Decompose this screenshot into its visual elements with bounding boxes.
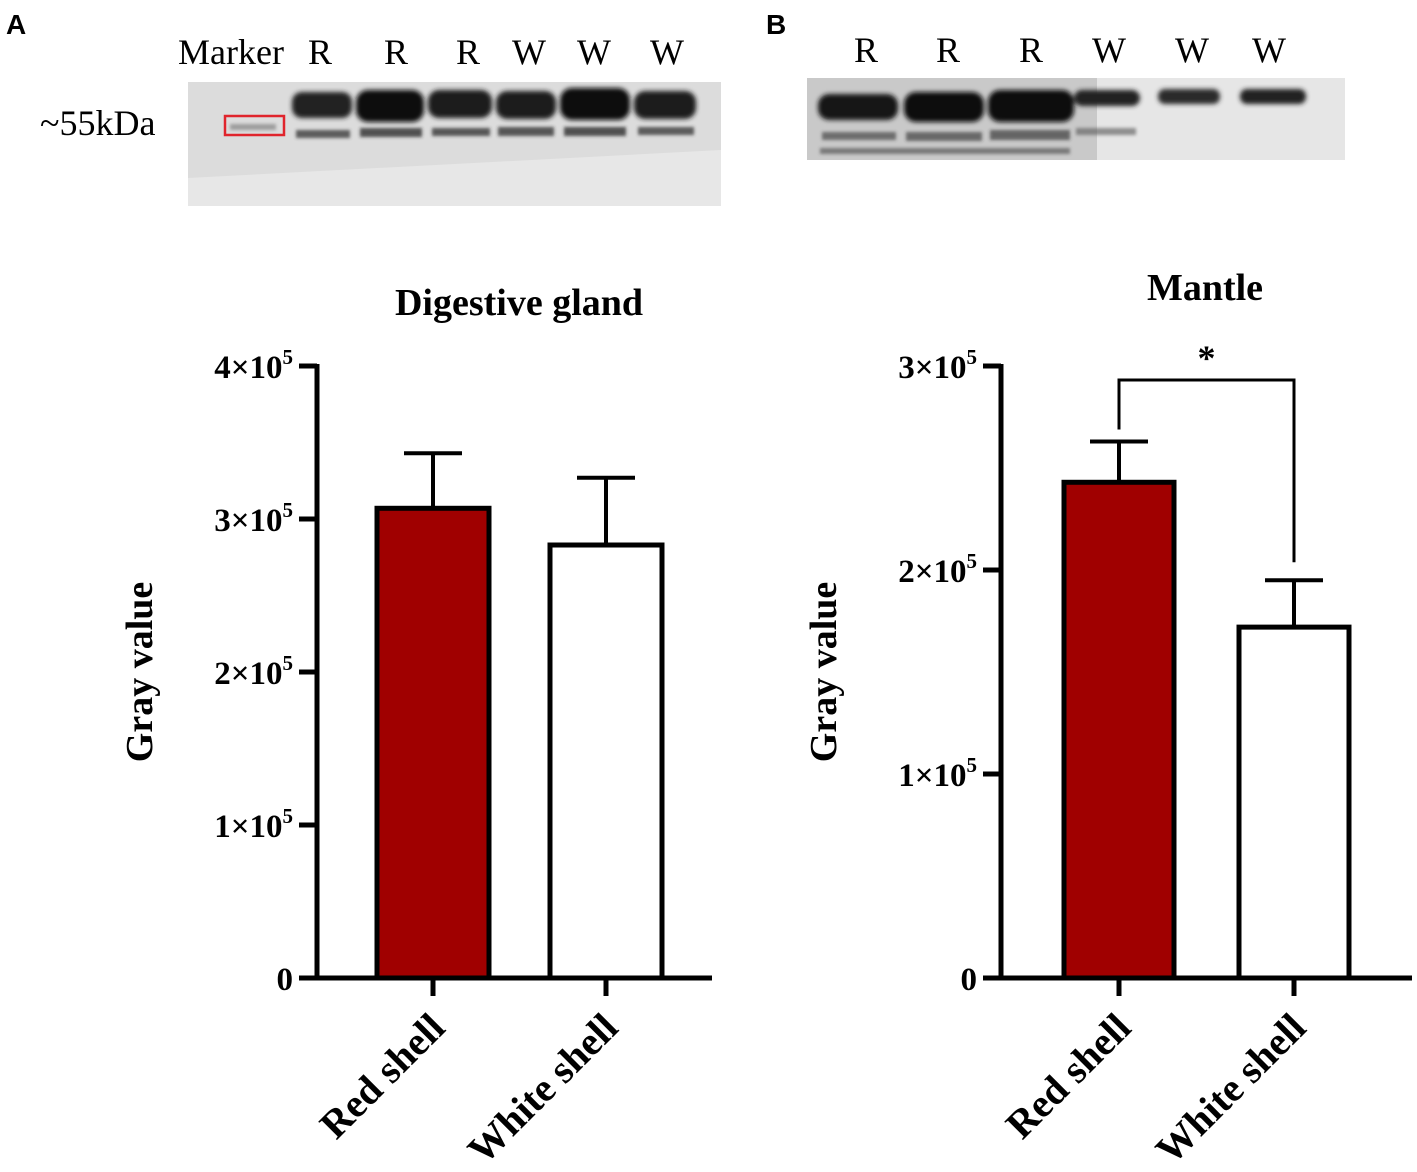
- significance-label: *: [1198, 338, 1216, 378]
- marker-lane-label: Marker: [178, 32, 284, 72]
- blot-b-lower-bands: [820, 128, 1136, 154]
- bar-white-shell: [1236, 624, 1352, 981]
- blot-a-image: [188, 82, 721, 206]
- chart-digestive-gland: Digestive gland Gray value 0 1×105 2×105 3×…: [119, 282, 712, 1172]
- y-tick-label: 1×105: [214, 804, 293, 845]
- category-label: White shell: [1147, 1005, 1315, 1172]
- blot-a-bands: [292, 88, 696, 122]
- blot-a-lane-label: W: [512, 32, 546, 72]
- chart-title: Mantle: [1147, 267, 1263, 309]
- blot-b-lane-label: W: [1175, 30, 1209, 70]
- blot-a-lane-label: R: [308, 32, 332, 72]
- y-axis-label: Gray value: [119, 582, 161, 762]
- blot-b-lane-label: W: [1252, 30, 1286, 70]
- blot-a-lane-label: R: [456, 32, 480, 72]
- y-axis-label: Gray value: [803, 582, 845, 762]
- significance-bracket: *: [1117, 338, 1296, 563]
- blot-b-bands: [818, 89, 1306, 122]
- category-label: White shell: [459, 1005, 627, 1172]
- bars: [374, 451, 665, 981]
- y-axis-ticks: 0 1×105 2×105 3×105 4×105: [214, 345, 317, 998]
- blot-a-lower-bands: [230, 124, 694, 138]
- y-tick-label: 0: [277, 962, 294, 998]
- y-tick-label: 1×105: [898, 753, 977, 794]
- category-label: Red shell: [311, 1005, 454, 1148]
- y-tick-label: 0: [961, 962, 978, 998]
- y-tick-label: 2×105: [898, 549, 977, 590]
- blot-a-lane-label: W: [577, 32, 611, 72]
- category-label: Red shell: [997, 1005, 1140, 1148]
- category-labels: Red shell White shell: [311, 978, 627, 1172]
- chart-mantle: Mantle Gray value 0 1×105 2×105 3×105 Red s…: [803, 267, 1412, 1172]
- y-tick-label: 4×105: [214, 345, 293, 386]
- blot-b-lane-label: W: [1092, 30, 1126, 70]
- panel-b-letter: B: [766, 9, 786, 40]
- blot-b-lane-label: R: [854, 30, 878, 70]
- blot-b-lane-label: R: [1019, 30, 1043, 70]
- y-tick-label: 3×105: [898, 345, 977, 386]
- bar-red-shell: [374, 505, 492, 981]
- blot-a-lane-label: W: [650, 32, 684, 72]
- y-tick-label: 3×105: [214, 498, 293, 539]
- bar-red-shell: [1061, 479, 1177, 981]
- category-labels: Red shell White shell: [997, 978, 1315, 1172]
- y-tick-label: 2×105: [214, 651, 293, 692]
- significance-line: [1117, 378, 1296, 563]
- bar-white-shell: [547, 542, 665, 981]
- blot-b-lane-label: R: [936, 30, 960, 70]
- panel-a-letter: A: [6, 9, 26, 40]
- bars: [1061, 439, 1352, 981]
- size-marker-label: ~55kDa: [40, 103, 155, 143]
- blot-b-lane-labels: R R R W W W: [854, 30, 1286, 70]
- blot-b-image: [807, 78, 1345, 160]
- chart-title: Digestive gland: [395, 282, 643, 324]
- panel-b: B R R R W W W: [766, 9, 1345, 160]
- blot-a-lane-label: R: [384, 32, 408, 72]
- blot-a-lane-labels: R R R W W W: [308, 32, 684, 72]
- marker-highlight-box: [223, 114, 286, 137]
- y-axis-ticks: 0 1×105 2×105 3×105: [898, 345, 1001, 998]
- panel-a: A Marker R R R W W W ~55kDa: [6, 9, 721, 206]
